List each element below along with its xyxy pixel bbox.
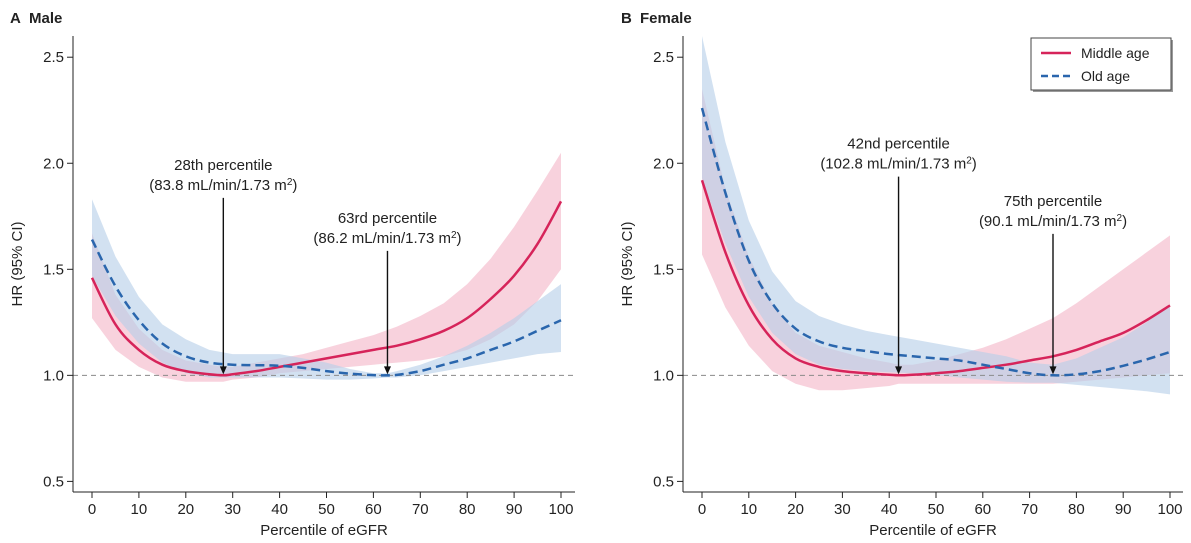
annotation-superscript: 2: [966, 155, 972, 166]
panel-b: B Female 0 10 20 30 40 50 60 70 80 90 100 0.5 1.0 1.5 2.…: [619, 10, 1183, 539]
y-axis-label: HR (95% CI): [9, 221, 26, 306]
annotation-value: (102.8 mL/min/1.73 m2): [820, 155, 976, 173]
y-tick-label: 1.0: [43, 367, 64, 384]
legend-label: Old age: [1081, 68, 1130, 84]
annotation-title: 42nd percentile: [847, 136, 950, 153]
series-line-old-age: [90, 239, 562, 377]
x-tick-label: 90: [1115, 501, 1132, 518]
x-tick-label: 30: [834, 501, 851, 518]
x-axis-label: Percentile of eGFR: [260, 522, 388, 539]
annotation-title: 75th percentile: [1004, 193, 1102, 210]
series-line-old-age: [700, 107, 1171, 377]
y-tick-label: 0.5: [653, 473, 674, 490]
y-tick-label: 2.5: [43, 49, 64, 66]
annotation-superscript: 2: [287, 176, 293, 187]
annotation-value: (86.2 mL/min/1.73 m2): [313, 229, 461, 247]
x-tick-label: 60: [365, 501, 382, 518]
x-tick-label: 40: [271, 501, 288, 518]
legend-box: [1030, 37, 1172, 91]
x-tick-label: 0: [698, 501, 706, 518]
panel-letter: B: [621, 10, 632, 27]
annotation-value-close: ): [457, 230, 462, 247]
x-tick-label: 0: [88, 501, 96, 518]
annotation-value-close: ): [292, 177, 297, 194]
annotation-arrow-head: [895, 366, 903, 375]
y-tick-label: 2.0: [43, 155, 64, 172]
panel-title: Female: [640, 10, 692, 27]
annotation-arrow-head: [383, 366, 391, 375]
x-tick-label: 70: [1021, 501, 1038, 518]
panel-a: A Male 0 10 20 30 40 50 60 70 80 90 100 0.5 1.0 1.5 2.0 2…: [9, 10, 575, 539]
x-tick-label: 20: [177, 501, 194, 518]
x-tick-label: 60: [974, 501, 991, 518]
x-tick-label: 10: [131, 501, 148, 518]
annotation-superscript: 2: [451, 229, 457, 240]
y-tick-label: 0.5: [43, 473, 64, 490]
y-axis-label: HR (95% CI): [619, 221, 636, 306]
annotation-value-close: ): [972, 156, 977, 173]
annotation-value: (90.1 mL/min/1.73 m2): [979, 212, 1127, 230]
annotation-2: 75th percentile (90.1 mL/min/1.73 m2): [979, 193, 1127, 375]
y-tick-label: 1.5: [43, 261, 64, 278]
x-tick-label: 40: [881, 501, 898, 518]
annotation-arrow-head: [219, 366, 227, 375]
x-tick-label: 80: [459, 501, 476, 518]
annotation-2: 63rd percentile (86.2 mL/min/1.73 m2): [313, 210, 462, 375]
legend-label: Middle age: [1081, 45, 1150, 61]
annotation-value-text: (86.2 mL/min/1.73 m: [313, 230, 451, 247]
annotation-title: 63rd percentile: [338, 210, 437, 227]
annotation-value-text: (90.1 mL/min/1.73 m: [979, 213, 1117, 230]
x-tick-label: 50: [318, 501, 335, 518]
legend: Middle age Old age: [1030, 37, 1173, 92]
x-tick-label: 20: [787, 501, 804, 518]
x-axis-label: Percentile of eGFR: [869, 522, 997, 539]
annotation-title: 28th percentile: [174, 157, 272, 174]
x-tick-label: 70: [412, 501, 429, 518]
annotation-1: 42nd percentile (102.8 mL/min/1.73 m2): [820, 136, 977, 375]
y-tick-label: 2.5: [653, 49, 674, 66]
panel-title: Male: [29, 10, 62, 27]
ci-band-old-age: [702, 36, 1170, 395]
series-line-middle-age: [700, 179, 1171, 377]
x-tick-label: 50: [928, 501, 945, 518]
y-tick-label: 1.0: [653, 367, 674, 384]
panel-letter: A: [10, 10, 21, 27]
annotation-value: (83.8 mL/min/1.73 m2): [149, 176, 297, 194]
x-tick-label: 100: [1157, 501, 1182, 518]
annotation-1: 28th percentile (83.8 mL/min/1.73 m2): [149, 157, 297, 375]
ci-band-middle-age: [92, 152, 561, 382]
annotation-value-text: (102.8 mL/min/1.73 m: [820, 156, 966, 173]
annotation-value-close: ): [1122, 213, 1127, 230]
annotation-arrow-head: [1049, 366, 1057, 375]
annotation-value-text: (83.8 mL/min/1.73 m: [149, 177, 287, 194]
x-tick-label: 100: [548, 501, 573, 518]
x-tick-label: 10: [740, 501, 757, 518]
y-tick-label: 1.5: [653, 261, 674, 278]
x-tick-label: 80: [1068, 501, 1085, 518]
annotation-superscript: 2: [1117, 212, 1123, 223]
x-tick-label: 30: [224, 501, 241, 518]
y-tick-label: 2.0: [653, 155, 674, 172]
x-tick-label: 90: [506, 501, 523, 518]
series-line-middle-age: [90, 200, 563, 377]
